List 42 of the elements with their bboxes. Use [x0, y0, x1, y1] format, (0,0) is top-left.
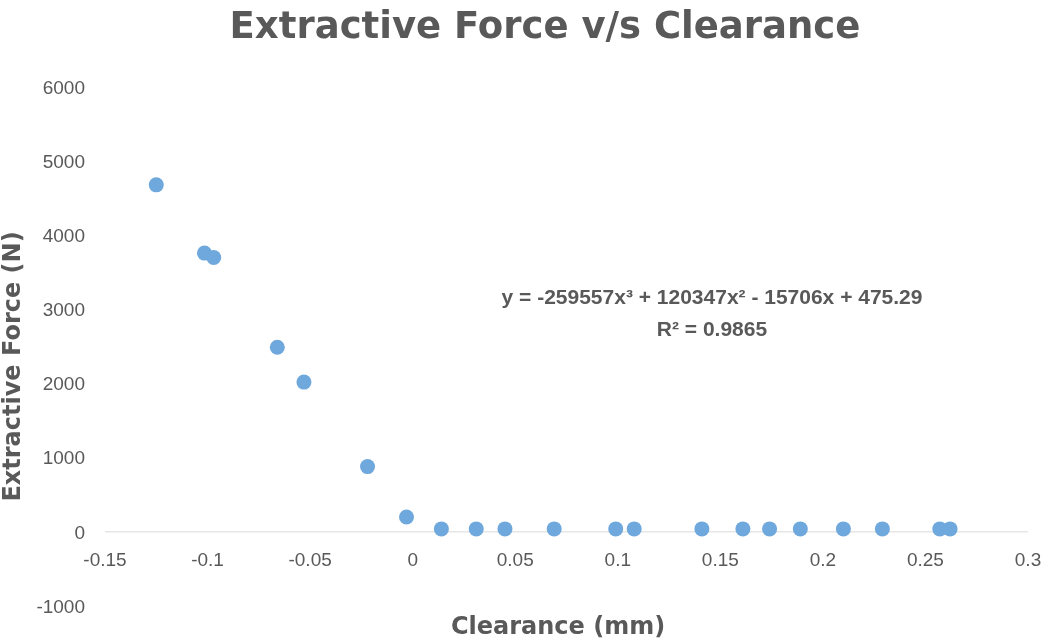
point	[942, 521, 958, 537]
x-tick-label: 0.05	[496, 548, 534, 570]
y-tick-label: -1000	[36, 595, 85, 617]
point	[399, 509, 415, 525]
chart-title: Extractive Force v/s Clearance	[229, 4, 861, 47]
y-tick-label: 0	[74, 521, 85, 543]
point	[735, 521, 751, 537]
point	[296, 374, 312, 390]
y-tick-label: 4000	[42, 224, 85, 246]
point	[835, 521, 851, 537]
y-tick-label: 2000	[42, 373, 85, 395]
point	[792, 521, 808, 537]
point	[497, 521, 513, 537]
annotation: y = -259557x³ + 120347x² - 15706x + 475.29	[501, 285, 923, 308]
x-tick-label: 0.2	[809, 548, 837, 570]
point	[360, 459, 376, 475]
x-tick-label: -0.1	[191, 548, 224, 570]
point	[206, 250, 222, 266]
x-tick-label: 0.1	[604, 548, 631, 570]
point	[269, 339, 285, 355]
y-axis-title: Extractive Force (N)	[0, 231, 26, 502]
y-tick-label: 6000	[42, 76, 85, 98]
point	[468, 521, 484, 537]
x-tick-label: 0.25	[906, 548, 944, 570]
point	[148, 177, 164, 193]
x-axis-title: Clearance (mm)	[450, 612, 666, 640]
point	[626, 521, 642, 537]
x-tick-label: 0.15	[701, 548, 739, 570]
point	[546, 521, 562, 537]
point	[694, 521, 710, 537]
point	[433, 521, 449, 537]
x-tick-label: 0	[407, 548, 418, 570]
y-tick-label: 5000	[42, 150, 85, 172]
y-tick-label: 3000	[42, 299, 85, 321]
x-tick-label: -0.15	[83, 548, 127, 570]
point	[874, 521, 890, 537]
point	[608, 521, 624, 537]
x-tick-label: 0.3	[1014, 548, 1042, 570]
y-tick-label: 1000	[42, 447, 85, 469]
annotation: R² = 0.9865	[656, 317, 768, 340]
point	[762, 521, 778, 537]
x-tick-label: -0.05	[288, 548, 332, 570]
